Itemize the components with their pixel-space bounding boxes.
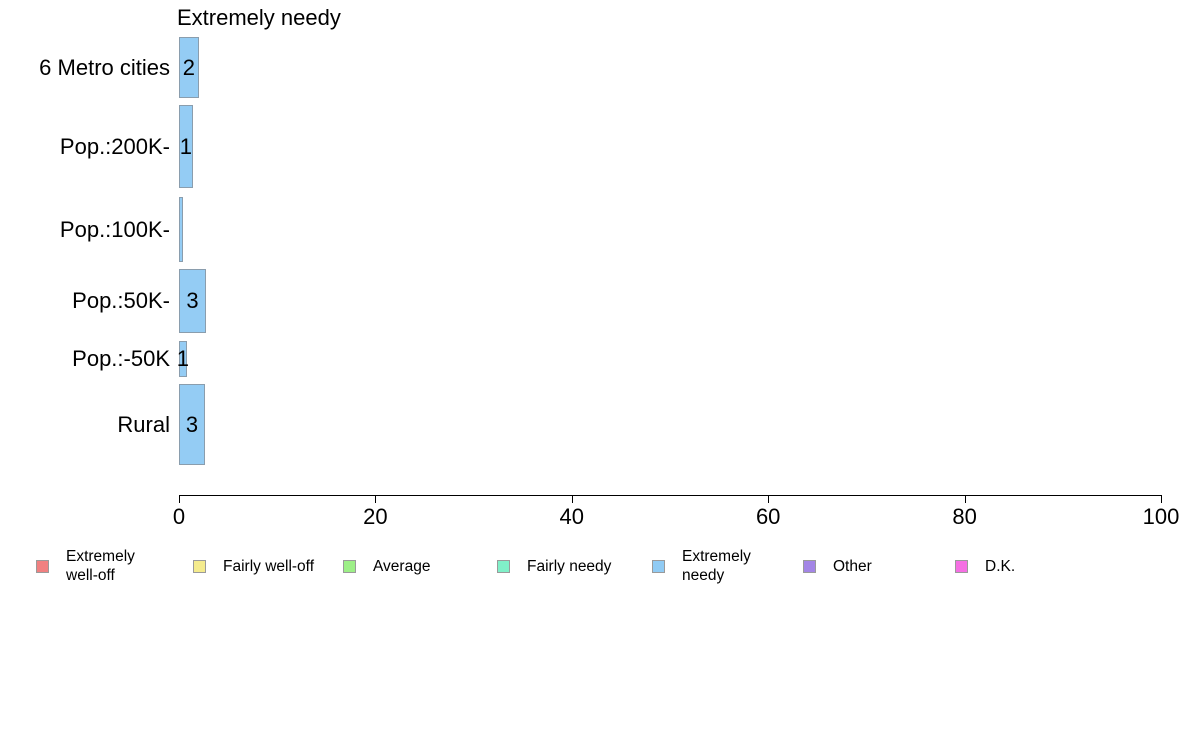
bar: 2 [179, 37, 199, 98]
bar-value-label: 3 [186, 288, 199, 313]
legend-label: Fairly well-off [223, 557, 315, 575]
legend-item: Extremely well-off [36, 545, 158, 587]
category-label: Pop.:50K- [72, 288, 170, 313]
legend-swatch-icon [497, 559, 510, 573]
x-axis-tick-label: 100 [1142, 504, 1180, 529]
category-label: Rural [117, 411, 170, 437]
legend-swatch-icon [803, 559, 816, 573]
bar [179, 197, 183, 262]
legend-label: Extremely needy [682, 548, 751, 584]
bar: 3 [179, 269, 206, 333]
legend-item: Fairly needy [497, 545, 611, 587]
legend-item: Other [803, 545, 872, 587]
legend-item: Average [343, 545, 430, 587]
category-label: Pop.:100K- [59, 216, 170, 242]
legend-label: Average [373, 557, 431, 575]
legend-label: Extremely well-off [66, 548, 135, 584]
bar: 3 [179, 384, 206, 465]
x-axis-tick [571, 495, 573, 503]
legend-item: D.K. [955, 545, 1015, 587]
legend-swatch-icon [652, 559, 665, 573]
x-axis-tick-label: 60 [755, 504, 781, 529]
bar-value-label: 1 [176, 346, 190, 371]
x-axis-tick-label: 80 [952, 504, 977, 529]
x-axis-tick [768, 495, 770, 503]
x-axis-tick-label: 0 [172, 504, 186, 529]
x-axis-tick [964, 495, 966, 503]
bar-value-label: 3 [185, 411, 199, 437]
category-label: 6 Metro cities [39, 54, 170, 80]
x-axis-tick-label: 40 [559, 504, 585, 529]
category-label: Pop.:-50K [72, 346, 170, 371]
legend-label: Fairly needy [527, 557, 612, 575]
legend-swatch-icon [955, 559, 968, 573]
legend-label: D.K. [985, 557, 1016, 575]
x-axis-tick [179, 495, 180, 503]
legend-label: Other [833, 557, 872, 575]
legend-item: Extremely needy [652, 545, 774, 587]
bar-value-label: 2 [182, 54, 195, 80]
bar-value-label: 1 [179, 133, 192, 159]
legend-swatch-icon [343, 559, 356, 573]
bar: 1 [176, 341, 190, 377]
x-axis-tick [1161, 495, 1162, 503]
x-axis-tick-label: 20 [363, 504, 388, 529]
x-axis-line [179, 495, 1161, 496]
legend-item: Fairly well-off [193, 545, 314, 587]
chart-title: Extremely needy [177, 5, 341, 30]
x-axis-tick [375, 495, 377, 503]
legend-swatch-icon [36, 559, 49, 573]
legend-swatch-icon [193, 559, 206, 573]
bar: 1 [179, 105, 193, 188]
category-label: Pop.:200K- [59, 133, 170, 159]
